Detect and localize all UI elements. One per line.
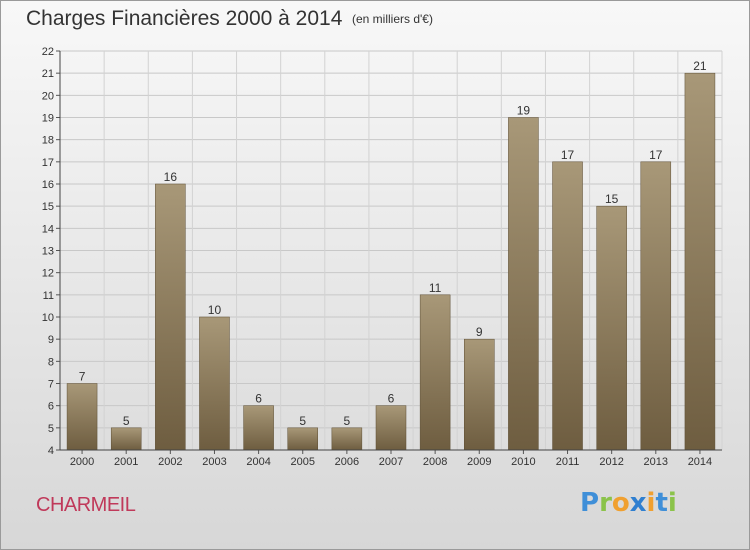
commune-name: CHARMEIL: [36, 494, 136, 516]
y-tick-label: 5: [48, 423, 54, 435]
value-label: 5: [123, 414, 130, 428]
value-label: 11: [429, 281, 442, 295]
x-tick-label: 2011: [556, 456, 580, 468]
unit-note: (en milliers d'€): [352, 12, 433, 26]
bar-2007: [375, 405, 407, 451]
x-tick-label: 2000: [70, 456, 94, 468]
y-tick-label: 22: [42, 46, 54, 58]
bar-2006: [331, 427, 363, 451]
value-label: 15: [605, 192, 619, 206]
value-label: 17: [561, 148, 575, 162]
bar-2000: [66, 383, 98, 451]
bar-2001: [110, 427, 142, 451]
value-label: 5: [344, 414, 351, 428]
bar-2012: [596, 205, 627, 451]
value-label: 10: [208, 303, 222, 317]
x-tick-label: 2006: [335, 456, 359, 468]
x-tick-label: 2007: [379, 456, 403, 468]
proxiti-logo: Proxiti: [580, 488, 677, 518]
y-tick-label: 10: [42, 312, 54, 324]
value-label: 9: [476, 325, 483, 339]
x-tick-label: 2014: [688, 456, 712, 468]
bar-2008: [419, 294, 451, 451]
y-tick-label: 12: [42, 268, 54, 280]
bar-2002: [155, 183, 186, 451]
y-tick-label: 17: [42, 157, 54, 169]
y-tick-label: 6: [48, 401, 54, 413]
value-label: 6: [255, 392, 262, 406]
axes: [56, 50, 722, 454]
bar-2003: [199, 316, 230, 451]
x-tick-label: 2013: [644, 456, 668, 468]
y-tick-label: 14: [42, 223, 54, 235]
bar-2011: [552, 161, 583, 451]
y-tick-label: 4: [48, 445, 54, 457]
value-label: 21: [693, 59, 707, 73]
y-tick-label: 7: [48, 379, 54, 391]
bar-2004: [243, 405, 274, 451]
bars: [66, 72, 716, 451]
y-tick-label: 16: [42, 179, 54, 191]
bar-2014: [684, 72, 716, 451]
value-label: 17: [649, 148, 663, 162]
labels: 4 5 6 7 8 9 10 11 12 13 14 15 16 17 18 19 20 21 22 7 2000 5 20…: [42, 46, 712, 468]
y-tick-label: 20: [42, 90, 54, 102]
chart-title: Charges Financières 2000 à 2014: [26, 7, 343, 30]
y-tick-label: 15: [42, 201, 54, 213]
x-tick-label: 2003: [202, 456, 226, 468]
bar-2010: [508, 117, 539, 451]
x-tick-label: 2004: [246, 456, 270, 468]
bar-2005: [287, 427, 318, 451]
y-tick-label: 9: [48, 334, 54, 346]
bar-2009: [464, 338, 495, 451]
x-tick-label: 2010: [511, 456, 535, 468]
x-tick-label: 2005: [290, 456, 314, 468]
y-tick-label: 8: [48, 356, 54, 368]
x-tick-label: 2008: [423, 456, 447, 468]
value-label: 7: [79, 370, 86, 384]
y-tick-label: 18: [42, 135, 54, 147]
y-tick-label: 11: [43, 290, 54, 302]
y-tick-label: 21: [42, 68, 54, 80]
value-label: 19: [517, 104, 531, 118]
y-tick-label: 19: [42, 113, 54, 125]
y-tick-label: 13: [42, 246, 54, 258]
x-tick-label: 2012: [599, 456, 623, 468]
x-tick-label: 2002: [158, 456, 182, 468]
x-tick-label: 2001: [114, 456, 138, 468]
x-tick-label: 2009: [467, 456, 491, 468]
bar-2013: [640, 161, 672, 451]
value-label: 16: [164, 170, 178, 184]
value-label: 5: [299, 414, 306, 428]
value-label: 6: [388, 392, 395, 406]
